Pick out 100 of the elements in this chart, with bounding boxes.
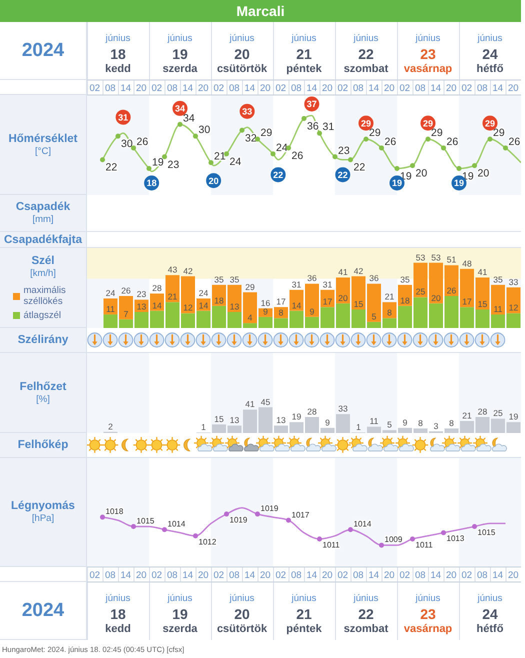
data-label: 28 (307, 406, 317, 416)
data-label: 13 (136, 302, 146, 312)
point (472, 163, 477, 168)
data-label: 28 (478, 406, 488, 416)
point (456, 166, 462, 172)
text: Csapadék [mm] (16, 200, 70, 226)
x2-tick-label: június 21 péntek (286, 33, 323, 75)
x2-tick-label: június 21 péntek (286, 593, 323, 635)
data-label: 1014 (354, 520, 372, 529)
total-label: 26 (121, 286, 131, 296)
point (193, 533, 198, 538)
x-tick-label: 20 (136, 570, 147, 581)
total-label: 35 (214, 274, 224, 284)
data-label: 29 (369, 127, 381, 140)
x2-tick-label: június 18 kedd (104, 33, 131, 75)
data-label: 17 (322, 296, 332, 307)
legend-label: átlagszél (24, 310, 62, 321)
data-label: 26 (136, 136, 148, 148)
data-label: 26 (508, 136, 520, 148)
annotation: 29 (422, 118, 434, 128)
x-tick-label: 20 (260, 570, 271, 581)
point (503, 145, 508, 150)
data-label: 21 (168, 292, 178, 302)
x-tick-label: 02 (213, 83, 224, 94)
data-label: 20 (416, 168, 428, 180)
total-label: 53 (431, 252, 441, 262)
data-label: 45 (260, 396, 270, 407)
data-label: 41 (245, 399, 255, 410)
data-label: 22 (106, 162, 118, 174)
x2-tick-label: június 24 hétfő (476, 593, 504, 635)
data-label: 7 (124, 308, 129, 319)
data-label: 14 (292, 300, 302, 310)
total-label: 42 (354, 266, 364, 276)
x-tick-label: 02 (151, 83, 162, 94)
x-tick-label: 08 (166, 83, 178, 94)
x-tick-label: 02 (89, 83, 100, 94)
point (255, 512, 260, 517)
x-tick-label: 14 (368, 83, 380, 94)
data-label: 24 (230, 156, 242, 168)
point (394, 166, 400, 172)
total-label: 41 (338, 267, 348, 278)
data-label: 11 (370, 416, 379, 426)
point (270, 151, 276, 156)
data-label: 2 (108, 421, 114, 432)
annotation: 18 (146, 178, 157, 188)
x-tick-label: 08 (476, 83, 488, 94)
total-label: 21 (384, 292, 394, 302)
x-tick-label: 08 (352, 570, 364, 581)
x-tick-label: 08 (228, 570, 240, 581)
x-tick-label: 02 (151, 570, 162, 581)
x-tick-label: 20 (322, 570, 333, 581)
annotation: 22 (273, 170, 284, 180)
total-label: 53 (416, 252, 426, 262)
x-tick-label: 14 (430, 570, 442, 581)
x-tick-label: 14 (182, 570, 194, 581)
total-label: 41 (478, 267, 488, 278)
data-label: 11 (494, 304, 503, 314)
data-label: 1012 (198, 537, 217, 546)
point (240, 128, 244, 133)
data-label: 1 (201, 422, 206, 432)
annotation: 20 (208, 176, 219, 186)
x-tick-label: 02 (461, 570, 472, 581)
point (193, 134, 198, 139)
data-label: 11 (106, 304, 116, 314)
point (100, 514, 105, 520)
text: Felhőkép (18, 438, 68, 452)
point (426, 136, 430, 142)
point (488, 136, 492, 142)
data-label: 5 (387, 420, 392, 430)
data-label: 29 (260, 127, 272, 140)
data-label: 23 (338, 144, 350, 157)
x-tick-label: 20 (198, 570, 209, 581)
data-label: 1014 (168, 520, 186, 529)
x2-tick-label: június 18 kedd (104, 593, 131, 635)
point (224, 512, 229, 517)
point (410, 536, 415, 542)
data-label: 13 (276, 415, 286, 426)
text: Csapadékfajta (4, 232, 82, 246)
annotation: 31 (118, 112, 128, 122)
x-tick-label: 14 (120, 570, 132, 581)
data-label: 31 (322, 121, 334, 134)
data-label: 1019 (230, 516, 248, 525)
x-tick-label: 02 (399, 570, 410, 581)
data-label: 26 (446, 286, 456, 296)
total-label: 24 (198, 288, 208, 298)
x-tick-label: 20 (322, 83, 333, 94)
total-label: 51 (446, 254, 456, 265)
x2-tick-label: június 22 szombat (344, 33, 389, 75)
x2-tick-label: június 19 szerda (162, 33, 198, 75)
data-label: 9 (402, 417, 408, 428)
x-tick-label: 20 (260, 83, 271, 94)
x2-tick-label: június 22 szombat (344, 593, 389, 635)
total-label: 36 (307, 273, 317, 284)
x-tick-label: 14 (368, 570, 380, 581)
point (472, 524, 477, 530)
chart-title: Marcali (0, 0, 521, 22)
total-label: 35 (493, 274, 503, 284)
annotation: 29 (484, 118, 496, 128)
data-label: 5 (372, 311, 377, 322)
total-label: 43 (168, 264, 178, 275)
